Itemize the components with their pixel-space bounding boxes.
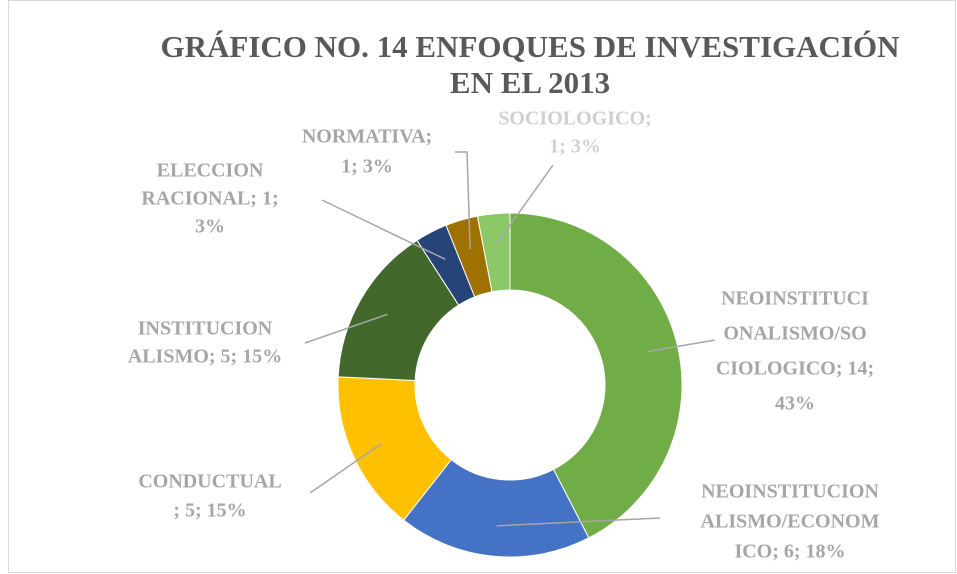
data-label: ALISMO/ECONOM — [701, 511, 880, 533]
data-label: 1; 3% — [549, 136, 601, 158]
data-label: 43% — [775, 393, 815, 415]
leader-line — [455, 151, 471, 250]
data-label: ONALISMO/SO — [723, 323, 866, 345]
leader-line — [321, 199, 446, 260]
data-label: SOCIOLOGICO; — [498, 108, 651, 130]
data-label: 1; 3% — [341, 156, 393, 178]
data-label: CIOLOGICO; 14; — [716, 358, 874, 380]
data-label: NEOINSTITUCION — [701, 481, 879, 503]
data-label: ELECCION — [157, 160, 264, 182]
data-label: ICO; 6; 18% — [734, 541, 845, 563]
data-label: RACIONAL; 1; — [141, 188, 278, 210]
data-label: 3% — [195, 216, 225, 238]
chart-title: GRÁFICO NO. 14 ENFOQUES DE INVESTIGACIÓN — [161, 29, 900, 64]
leader-line — [495, 164, 554, 245]
chart-title: EN EL 2013 — [450, 65, 610, 100]
donut-slice — [476, 212, 511, 293]
data-label: INSTITUCION — [138, 318, 273, 340]
data-label: NORMATIVA; — [302, 126, 432, 148]
leader-line — [647, 339, 716, 353]
data-label: ALISMO; 5; 15% — [128, 346, 282, 368]
chart-frame — [8, 0, 956, 573]
leader-line — [496, 517, 661, 527]
leader-line — [309, 443, 382, 494]
data-label: CONDUCTUAL — [138, 471, 281, 493]
leader-line — [304, 313, 388, 344]
data-label: NEOINSTITUCI — [721, 288, 869, 310]
data-label: ; 5; 15% — [173, 500, 246, 522]
